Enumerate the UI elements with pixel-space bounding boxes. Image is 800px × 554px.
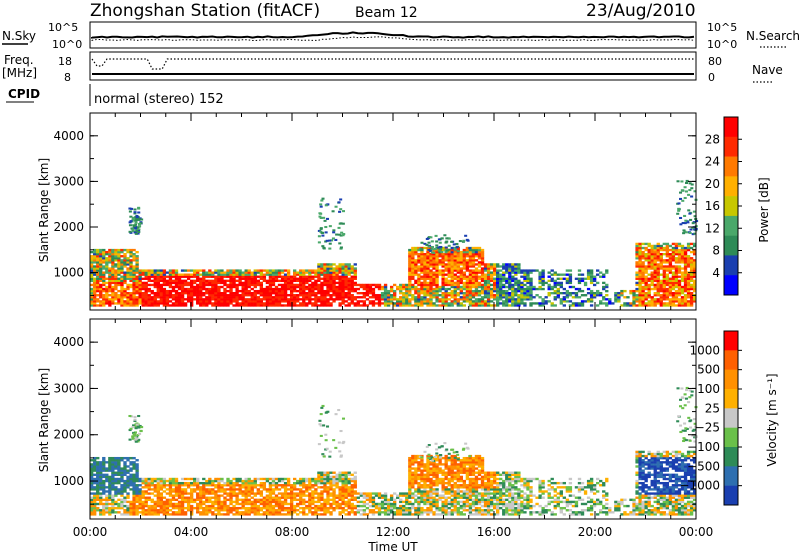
cpid-text: normal (stereo) 152 bbox=[94, 92, 224, 107]
nave-tick-low: 0 bbox=[708, 71, 715, 84]
beam-label: Beam 12 bbox=[355, 5, 418, 21]
x-tick-label: 16:00 bbox=[477, 525, 512, 539]
colorbar-tick-label: −1000 bbox=[679, 479, 720, 493]
y-tick-label: 4000 bbox=[53, 335, 84, 349]
colorbar-tick-label: 16 bbox=[705, 199, 720, 213]
colorbar-swatch bbox=[724, 369, 738, 390]
y-tick-label: 3000 bbox=[53, 174, 84, 188]
power-colorbar: 28 24 20 16 12 8 4 bbox=[705, 116, 742, 296]
x-tick-label: 00:00 bbox=[73, 525, 108, 539]
colorbar-swatch bbox=[724, 176, 738, 197]
nsky-tick-low: 10^0 bbox=[52, 38, 82, 51]
y-tick-label: 4000 bbox=[53, 129, 84, 143]
y-tick-label: 2000 bbox=[53, 428, 84, 442]
nave-tick-high: 80 bbox=[708, 55, 722, 68]
colorbar-swatch bbox=[724, 196, 738, 217]
freq-tick-low: 8 bbox=[64, 71, 71, 84]
colorbar-swatch bbox=[724, 331, 738, 351]
x-tick-label: 00:00 bbox=[679, 525, 714, 539]
nsky-panel bbox=[89, 21, 697, 49]
colorbar-tick-label: 20 bbox=[705, 177, 720, 191]
colorbar-swatch bbox=[724, 408, 738, 428]
colorbar-tick-label: 1000 bbox=[689, 343, 720, 357]
cpid-label: CPID bbox=[8, 87, 40, 101]
freq-unit: [MHz] bbox=[2, 66, 37, 80]
x-tick-label: 04:00 bbox=[174, 525, 209, 539]
colorbar-swatch bbox=[724, 215, 738, 236]
colorbar-swatch bbox=[724, 485, 738, 506]
colorbar-swatch bbox=[724, 117, 738, 138]
x-tick-label: 08:00 bbox=[275, 525, 310, 539]
colorbar-swatch bbox=[724, 427, 738, 448]
colorbar-swatch bbox=[724, 255, 738, 276]
x-tick-label: 20:00 bbox=[578, 525, 613, 539]
nsearch-tick-low: 10^0 bbox=[707, 38, 737, 51]
time-xlabel: Time UT bbox=[367, 540, 418, 554]
power-colorbar-label: Power [dB] bbox=[757, 177, 771, 242]
freq-label: Freq. bbox=[4, 53, 34, 67]
y-tick-label: 1000 bbox=[53, 266, 84, 280]
colorbar-swatch bbox=[724, 447, 738, 467]
y-tick-label: 1000 bbox=[53, 474, 84, 488]
colorbar-tick-label: −100 bbox=[687, 440, 720, 454]
velocity-colorbar: 1000 500 100 25 −25 −100 −500 −1000 bbox=[679, 330, 742, 506]
colorbar-tick-label: 4 bbox=[712, 266, 720, 280]
colorbar-swatch bbox=[724, 389, 738, 409]
nsearch-tick-high: 10^5 bbox=[707, 21, 737, 34]
colorbar-tick-label: 8 bbox=[712, 244, 720, 258]
nsky-label: N.Sky bbox=[2, 29, 36, 43]
colorbar-swatch bbox=[724, 156, 738, 177]
colorbar-tick-label: 500 bbox=[697, 363, 720, 377]
power-heatmap bbox=[90, 179, 699, 307]
station-title: Zhongshan Station (fitACF) bbox=[90, 1, 320, 21]
colorbar-swatch bbox=[724, 466, 738, 486]
freq-panel bbox=[89, 51, 697, 81]
colorbar-swatch bbox=[724, 350, 738, 370]
power-axes: 4000 3000 2000 1000 bbox=[53, 112, 697, 310]
y-tick-label: 3000 bbox=[53, 381, 84, 395]
colorbar-tick-label: 100 bbox=[697, 382, 720, 396]
nave-label: Nave bbox=[752, 63, 783, 77]
nsky-series bbox=[91, 31, 695, 39]
velocity-heatmap bbox=[90, 386, 698, 516]
colorbar-tick-label: 28 bbox=[705, 132, 720, 146]
velocity-colorbar-label: Velocity [m s⁻¹] bbox=[765, 373, 779, 466]
colorbar-tick-label: 24 bbox=[705, 155, 720, 169]
nsearch-label: N.Search bbox=[746, 29, 800, 43]
freq-tick-high: 18 bbox=[58, 55, 72, 68]
power-ylabel: Slant Range [km] bbox=[37, 158, 51, 262]
colorbar-swatch bbox=[724, 136, 738, 157]
colorbar-tick-label: 12 bbox=[705, 221, 720, 235]
colorbar-swatch bbox=[724, 235, 738, 256]
nave-series bbox=[91, 58, 694, 70]
colorbar-tick-label: −500 bbox=[687, 459, 720, 473]
colorbar-tick-label: −25 bbox=[695, 421, 720, 435]
colorbar-tick-label: 25 bbox=[705, 401, 720, 415]
velocity-ylabel: Slant Range [km] bbox=[37, 368, 51, 472]
colorbar-swatch bbox=[724, 275, 738, 296]
nsky-tick-high: 10^5 bbox=[48, 21, 78, 34]
x-tick-label: 12:00 bbox=[376, 525, 411, 539]
date-label: 23/Aug/2010 bbox=[586, 1, 696, 21]
velocity-axes: 4000 3000 2000 1000 00:00 04:00 08:00 12:00 16:0… bbox=[53, 318, 714, 539]
y-tick-label: 2000 bbox=[53, 220, 84, 234]
